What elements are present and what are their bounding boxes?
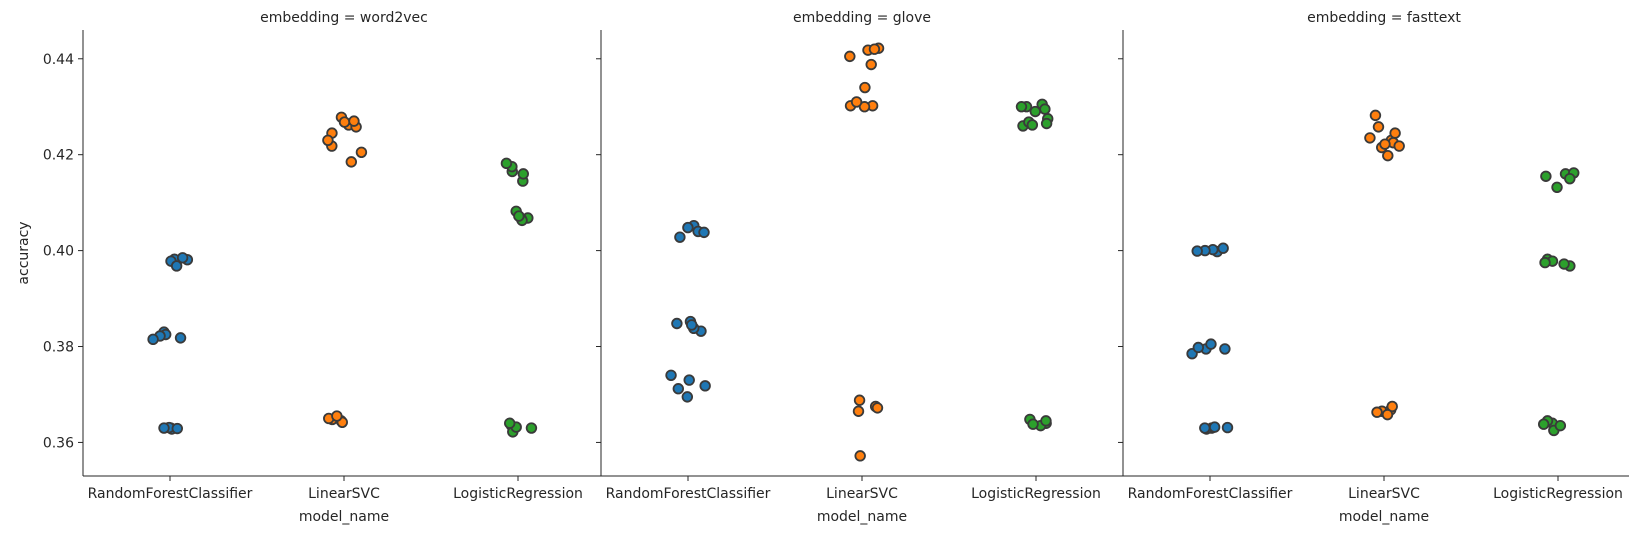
x-tick-label: LinearSVC: [826, 486, 898, 502]
data-point: [500, 157, 513, 170]
data-point: [1039, 103, 1051, 115]
x-tick-label: LogisticRegression: [453, 486, 583, 502]
y-tick-label: 0.38: [43, 340, 74, 356]
y-tick-label: 0.44: [43, 52, 74, 68]
data-point: [871, 402, 884, 414]
x-tick-label: RandomForestClassifier: [1128, 486, 1293, 502]
data-point: [1219, 343, 1231, 355]
data-point: [1369, 109, 1382, 122]
data-point: [682, 221, 694, 234]
panel-2: embedding = fasttext RandomForestClassifi…: [1118, 10, 1629, 525]
data-point: [859, 81, 871, 94]
data-point: [171, 422, 183, 435]
data-point: [1191, 245, 1203, 257]
data-point: [504, 417, 516, 429]
data-point: [858, 101, 871, 113]
data-point: [147, 333, 159, 346]
data-point: [865, 58, 877, 71]
data-point: [176, 252, 189, 264]
data-point: [699, 380, 711, 392]
data-point: [1026, 119, 1039, 131]
data-point: [513, 210, 525, 222]
data-point: [1539, 256, 1551, 269]
x-axis-label: model_name: [817, 509, 907, 525]
data-point: [868, 43, 881, 55]
data-point: [1217, 242, 1229, 254]
y-tick-label: 0.40: [43, 244, 74, 260]
panel-1: embedding = glove RandomForestClassifier L…: [596, 10, 1123, 525]
data-point: [1537, 418, 1550, 430]
data-point: [1564, 172, 1576, 185]
data-point: [1551, 181, 1563, 193]
panel-title: embedding = word2vec: [260, 10, 428, 26]
data-point: [348, 115, 360, 127]
data-point: [1364, 132, 1376, 144]
x-tick-label: LogisticRegression: [1493, 486, 1623, 502]
data-point: [1040, 117, 1053, 130]
x-tick-label: LinearSVC: [1348, 486, 1420, 502]
data-point: [850, 96, 863, 108]
data-point: [1205, 338, 1217, 350]
data-point: [674, 231, 686, 243]
panel-title: embedding = glove: [793, 10, 931, 26]
data-point: [1558, 258, 1570, 270]
x-tick-label: LinearSVC: [308, 486, 380, 502]
data-point: [681, 391, 694, 403]
data-point: [345, 156, 358, 168]
data-point: [1371, 406, 1383, 418]
data-point: [853, 394, 866, 406]
y-tick-label: 0.36: [43, 435, 74, 451]
data-point: [671, 317, 683, 330]
data-point: [1372, 121, 1385, 133]
data-point: [331, 410, 343, 422]
data-point: [672, 383, 685, 395]
x-tick-label: LogisticRegression: [971, 486, 1101, 502]
data-point: [525, 422, 538, 434]
data-point: [158, 422, 170, 434]
data-point: [686, 319, 698, 331]
data-point: [517, 168, 529, 180]
y-axis-label: accuracy: [16, 221, 32, 284]
data-point: [665, 369, 677, 381]
data-point: [1027, 418, 1039, 430]
data-point: [1554, 419, 1567, 432]
data-point: [322, 134, 334, 147]
panel-0: embedding = word2vec 0.36 0.38 0.40 0.42 0.44…: [43, 10, 605, 525]
data-point: [854, 450, 866, 462]
x-axis-label: model_name: [299, 509, 389, 525]
data-point: [1379, 138, 1391, 150]
data-point: [1221, 421, 1234, 434]
data-point: [1382, 149, 1394, 162]
data-point: [698, 226, 710, 239]
data-point: [1393, 140, 1405, 152]
panel-title: embedding = fasttext: [1307, 10, 1461, 26]
data-point: [683, 374, 695, 386]
x-tick-label: RandomForestClassifier: [88, 486, 253, 502]
y-tick-label: 0.42: [43, 148, 74, 164]
data-point: [1015, 101, 1028, 113]
data-point: [1208, 421, 1221, 433]
x-axis-label: model_name: [1339, 509, 1429, 525]
data-point: [1386, 400, 1398, 413]
data-point: [844, 50, 856, 63]
data-point: [355, 146, 368, 158]
x-tick-label: RandomForestClassifier: [606, 486, 771, 502]
data-point: [852, 405, 865, 417]
data-point: [1389, 127, 1401, 139]
data-point: [1381, 408, 1394, 421]
data-point: [1029, 105, 1041, 118]
data-point: [1199, 422, 1211, 434]
data-point: [174, 332, 187, 344]
data-point: [338, 116, 351, 128]
data-point: [170, 260, 183, 272]
data-point: [1192, 341, 1205, 354]
data-point: [1540, 170, 1552, 182]
data-point: [1040, 415, 1052, 427]
